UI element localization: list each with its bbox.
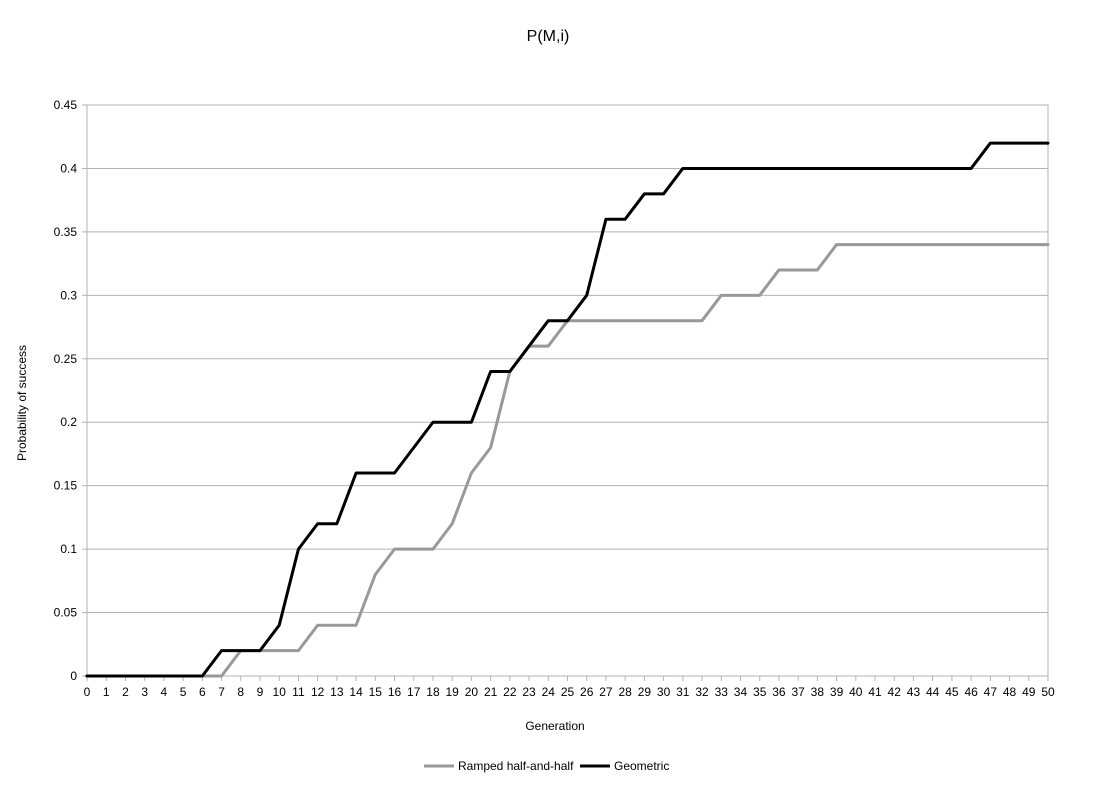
x-tick-label: 20 bbox=[465, 685, 479, 699]
x-tick-label: 21 bbox=[484, 685, 498, 699]
y-tick-label: 0.05 bbox=[54, 606, 78, 620]
x-tick-label: 50 bbox=[1041, 685, 1055, 699]
x-tick-label: 34 bbox=[734, 685, 748, 699]
y-tick-label: 0.15 bbox=[54, 479, 78, 493]
x-tick-label: 26 bbox=[580, 685, 594, 699]
x-tick-label: 27 bbox=[599, 685, 613, 699]
x-tick-label: 11 bbox=[292, 685, 305, 699]
x-tick-label: 18 bbox=[426, 685, 440, 699]
x-tick-label: 9 bbox=[257, 685, 264, 699]
y-tick-label: 0.45 bbox=[54, 98, 78, 112]
x-tick-label: 46 bbox=[964, 685, 978, 699]
y-tick-labels: 0 0.05 0.1 0.15 0.2 0.25 0.3 0.35 0.4 0.45 bbox=[54, 98, 78, 683]
x-tick-label: 17 bbox=[407, 685, 421, 699]
x-axis-title: Generation bbox=[525, 719, 584, 733]
x-tick-label: 39 bbox=[830, 685, 844, 699]
y-tick-label: 0.35 bbox=[54, 225, 78, 239]
x-tick-label: 2 bbox=[122, 685, 129, 699]
x-tick-label: 43 bbox=[907, 685, 921, 699]
legend-label: Geometric bbox=[614, 759, 669, 773]
x-tick-label: 7 bbox=[218, 685, 225, 699]
legend-label: Ramped half-and-half bbox=[458, 759, 574, 773]
series-line-0 bbox=[85, 243, 1050, 678]
y-tick-label: 0.2 bbox=[60, 415, 77, 429]
x-tick-label: 13 bbox=[330, 685, 344, 699]
x-tick-label: 4 bbox=[161, 685, 168, 699]
y-tick-label: 0.4 bbox=[60, 161, 77, 175]
x-tick-label: 42 bbox=[888, 685, 902, 699]
x-tick-label: 19 bbox=[446, 685, 460, 699]
x-tick-label: 40 bbox=[849, 685, 863, 699]
x-tick-label: 5 bbox=[180, 685, 187, 699]
x-tick-label: 3 bbox=[141, 685, 148, 699]
x-tick-label: 24 bbox=[542, 685, 556, 699]
y-tick-label: 0.1 bbox=[60, 542, 77, 556]
x-tick-label: 10 bbox=[273, 685, 287, 699]
x-tick-label: 47 bbox=[984, 685, 998, 699]
x-tick-label: 23 bbox=[522, 685, 536, 699]
y-axis-title: Probability of success bbox=[15, 345, 29, 461]
x-tick-label: 30 bbox=[657, 685, 671, 699]
x-tick-labels: 0 1 2 3 4 5 6 7 8 9 10 11 12 13 14 15 16 17 18 19 20 21 22 23 24… bbox=[84, 685, 1055, 699]
plot-area bbox=[86, 104, 1049, 677]
chart-title: P(M,i) bbox=[527, 28, 570, 45]
x-tick-label: 36 bbox=[772, 685, 786, 699]
series-line-1 bbox=[85, 141, 1050, 678]
y-tick-label: 0.25 bbox=[54, 352, 78, 366]
x-tick-label: 45 bbox=[945, 685, 959, 699]
x-tick-label: 44 bbox=[926, 685, 940, 699]
x-tick-label: 6 bbox=[199, 685, 206, 699]
legend: Ramped half-and-half Geometric bbox=[424, 759, 669, 773]
x-tick-label: 31 bbox=[676, 685, 690, 699]
x-tick-label: 41 bbox=[868, 685, 882, 699]
x-tick-label: 37 bbox=[791, 685, 805, 699]
y-tick-label: 0.3 bbox=[60, 288, 77, 302]
x-tick-label: 48 bbox=[1003, 685, 1017, 699]
x-tick-label: 32 bbox=[695, 685, 709, 699]
x-tick-label: 28 bbox=[618, 685, 632, 699]
x-tick-label: 49 bbox=[1022, 685, 1036, 699]
series-lines bbox=[85, 141, 1050, 678]
y-tick-label: 0 bbox=[70, 669, 77, 683]
x-tick-label: 16 bbox=[388, 685, 402, 699]
x-tick-label: 22 bbox=[503, 685, 517, 699]
gridlines bbox=[82, 104, 1049, 681]
x-tick-label: 33 bbox=[715, 685, 729, 699]
x-tick-label: 29 bbox=[638, 685, 652, 699]
x-tick-label: 1 bbox=[103, 685, 110, 699]
x-tick-label: 25 bbox=[561, 685, 575, 699]
x-tick-label: 14 bbox=[349, 685, 363, 699]
x-tick-label: 8 bbox=[237, 685, 244, 699]
x-tick-label: 15 bbox=[369, 685, 383, 699]
x-tick-label: 38 bbox=[811, 685, 825, 699]
x-tick-label: 12 bbox=[311, 685, 325, 699]
x-tick-label: 0 bbox=[84, 685, 91, 699]
x-tick-label: 35 bbox=[753, 685, 767, 699]
